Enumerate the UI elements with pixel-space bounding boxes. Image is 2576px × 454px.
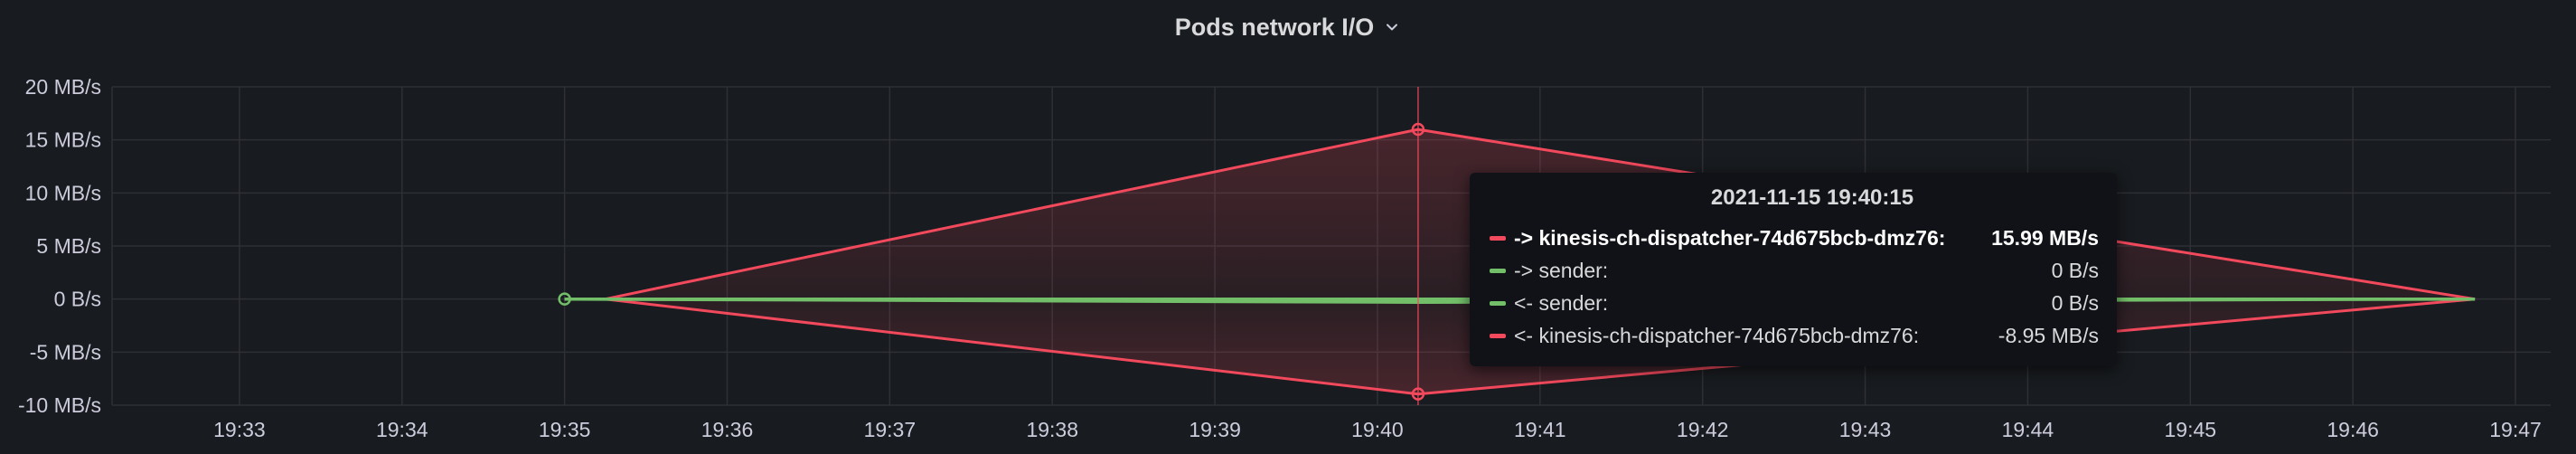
y-tick-label: 20 MB/s xyxy=(25,75,101,99)
panel-title-menu[interactable]: Pods network I/O xyxy=(1175,14,1402,42)
series-color-swatch xyxy=(1490,300,1506,306)
hover-tooltip: 2021-11-15 19:40:15 -> kinesis-ch-dispat… xyxy=(1470,173,2117,366)
x-tick-label: 19:44 xyxy=(2002,418,2054,441)
x-tick-label: 19:35 xyxy=(539,418,591,441)
series-color-swatch xyxy=(1490,268,1506,273)
chevron-down-icon xyxy=(1383,18,1401,36)
x-tick-label: 19:33 xyxy=(213,418,266,441)
tooltip-series-value: 15.99 MB/s xyxy=(1991,225,2099,250)
y-tick-label: 15 MB/s xyxy=(25,128,101,152)
y-tick-label: -10 MB/s xyxy=(18,393,101,417)
start-point-marker xyxy=(558,292,571,306)
x-tick-label: 19:46 xyxy=(2327,418,2379,441)
x-tick-label: 19:41 xyxy=(1514,418,1566,441)
tooltip-rows: -> kinesis-ch-dispatcher-74d675bcb-dmz76… xyxy=(1490,222,2099,352)
tooltip-row: -> sender: 0 B/s xyxy=(1490,254,2099,287)
hover-point-marker xyxy=(1411,387,1425,401)
x-axis-labels: 19:33 19:34 19:35 19:36 19:37 19:38 19:39 19:40… xyxy=(213,418,2542,441)
tooltip-series-name: -> sender: xyxy=(1514,258,1609,282)
tooltip-row: <- kinesis-ch-dispatcher-74d675bcb-dmz76… xyxy=(1490,319,2099,352)
panel-title: Pods network I/O xyxy=(1174,13,1375,41)
tooltip-series-value: 0 B/s xyxy=(2051,290,2099,315)
hover-point-marker xyxy=(1411,122,1425,137)
y-tick-label: 5 MB/s xyxy=(36,234,101,258)
tooltip-series-name: <- sender: xyxy=(1514,290,1609,315)
x-tick-label: 19:37 xyxy=(864,418,917,441)
point-markers xyxy=(558,122,1425,401)
x-tick-label: 19:40 xyxy=(1351,418,1404,441)
x-tick-label: 19:47 xyxy=(2489,418,2542,441)
y-tick-label: 0 B/s xyxy=(54,288,101,311)
tooltip-row: -> kinesis-ch-dispatcher-74d675bcb-dmz76… xyxy=(1490,222,2099,254)
y-tick-label: 10 MB/s xyxy=(25,181,101,204)
tooltip-series-value: 0 B/s xyxy=(2051,258,2099,282)
tooltip-series-name: -> kinesis-ch-dispatcher-74d675bcb-dmz76… xyxy=(1514,225,1946,250)
tooltip-series-value: -8.95 MB/s xyxy=(1998,323,2099,347)
x-tick-label: 19:39 xyxy=(1189,418,1241,441)
x-tick-label: 19:45 xyxy=(2165,418,2217,441)
panel-header: Pods network I/O xyxy=(0,0,2576,54)
tooltip-timestamp: 2021-11-15 19:40:15 xyxy=(1710,185,1914,210)
series-color-swatch xyxy=(1490,235,1506,241)
x-tick-label: 19:42 xyxy=(1677,418,1729,441)
y-tick-label: -5 MB/s xyxy=(30,340,101,364)
series-color-swatch xyxy=(1490,333,1506,338)
tooltip-row: <- sender: 0 B/s xyxy=(1490,287,2099,319)
y-axis-labels: 20 MB/s 15 MB/s 10 MB/s 5 MB/s 0 B/s -5 MB/s -… xyxy=(18,75,101,417)
x-tick-label: 19:36 xyxy=(701,418,754,441)
x-tick-label: 19:38 xyxy=(1026,418,1078,441)
x-tick-label: 19:34 xyxy=(376,418,428,441)
tooltip-series-name: <- kinesis-ch-dispatcher-74d675bcb-dmz76… xyxy=(1514,323,1920,347)
x-tick-label: 19:43 xyxy=(1839,418,1892,441)
